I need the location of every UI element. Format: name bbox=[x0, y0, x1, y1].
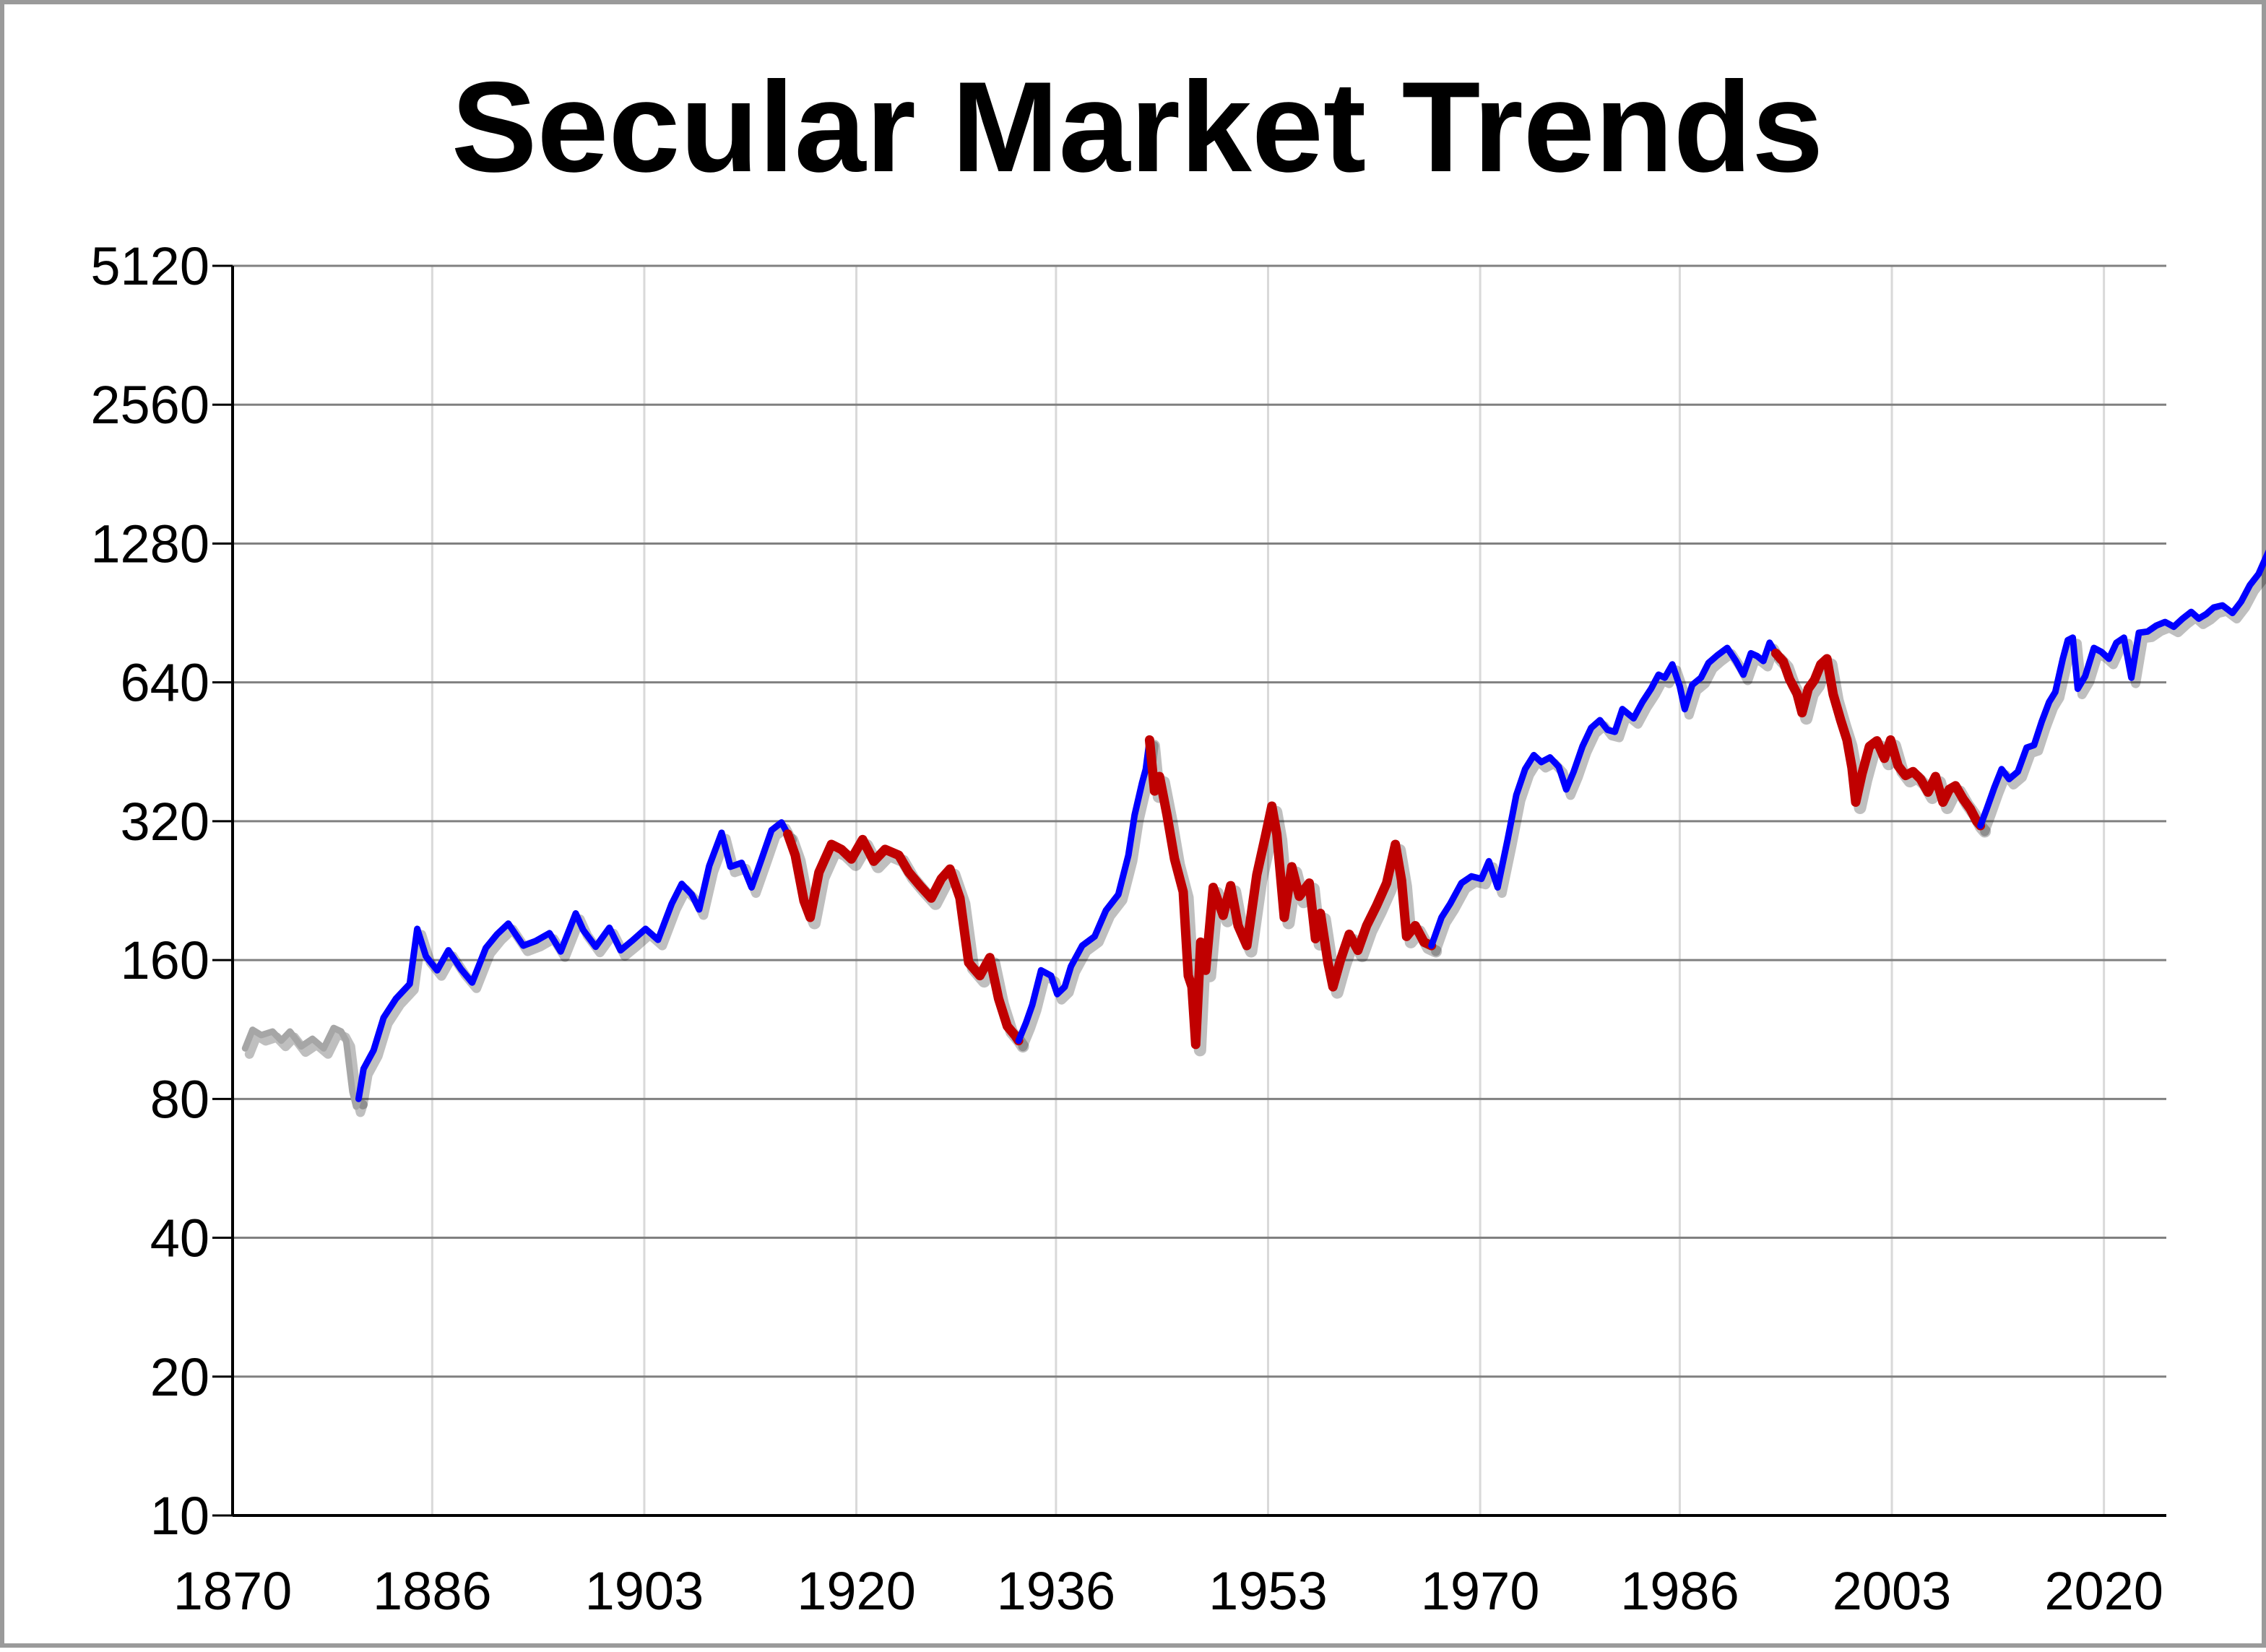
series-shadow-secular_bull bbox=[358, 823, 797, 1110]
x-tick-label: 1903 bbox=[585, 1561, 704, 1621]
y-tick-label: 80 bbox=[150, 1069, 209, 1129]
series-shadow-secular_bull bbox=[1018, 740, 1159, 1052]
series-segment-secular_bull-7 bbox=[1977, 549, 2266, 829]
series-segment-secular_bull-1 bbox=[355, 819, 792, 1102]
series-segment-secular_bull-5 bbox=[1428, 639, 1779, 949]
series-segment-secular_bear-2 bbox=[783, 829, 1024, 1046]
y-tick-label: 20 bbox=[150, 1347, 209, 1407]
y-tick-label: 2560 bbox=[90, 375, 209, 435]
x-tick-label: 1886 bbox=[373, 1561, 492, 1621]
x-tick-label: 1920 bbox=[797, 1561, 916, 1621]
plot-area: 10 20 40 80 160 320 640 1280 2560 5120 1870 1886 19… bbox=[90, 236, 2266, 1621]
series-segment-secular_bear-4 bbox=[1144, 735, 1437, 1050]
x-tick-label: 1986 bbox=[1620, 1561, 1739, 1621]
x-tick-label: 1870 bbox=[173, 1561, 293, 1621]
x-tick-label: 2020 bbox=[2044, 1561, 2163, 1621]
x-tick-label: 2003 bbox=[1833, 1561, 1952, 1621]
y-axis-tick-labels: 10 20 40 80 160 320 640 1280 2560 5120 bbox=[90, 236, 209, 1546]
series-segment-pre_period-0 bbox=[241, 1024, 362, 1110]
series-shadow-secular_bull bbox=[1431, 644, 1785, 956]
major-gridlines bbox=[233, 264, 2166, 1378]
price-line bbox=[241, 549, 2266, 1117]
x-tick-label: 1970 bbox=[1421, 1561, 1540, 1621]
x-tick-label: 1936 bbox=[997, 1561, 1116, 1621]
series-shadow-secular_bull bbox=[1980, 561, 2266, 836]
series-segment-secular_bull-3 bbox=[1015, 736, 1153, 1045]
y-tick-label: 40 bbox=[150, 1208, 209, 1268]
axes bbox=[212, 264, 2166, 1517]
y-tick-label: 5120 bbox=[90, 236, 209, 296]
y-tick-label: 640 bbox=[121, 653, 209, 713]
y-tick-label: 160 bbox=[121, 930, 209, 990]
series-segment-secular_bear-6 bbox=[1770, 648, 1986, 831]
chart-title: Secular Market Trends bbox=[451, 55, 1824, 199]
minor-gridlines bbox=[431, 266, 2106, 1515]
x-tick-label: 1953 bbox=[1208, 1561, 1328, 1621]
y-tick-label: 320 bbox=[121, 792, 209, 852]
x-axis-tick-labels: 1870 1886 1903 1920 1936 1953 1970 1986 2003 2020 bbox=[173, 1561, 2163, 1621]
y-tick-label: 10 bbox=[150, 1486, 209, 1546]
y-tick-label: 1280 bbox=[90, 514, 209, 574]
